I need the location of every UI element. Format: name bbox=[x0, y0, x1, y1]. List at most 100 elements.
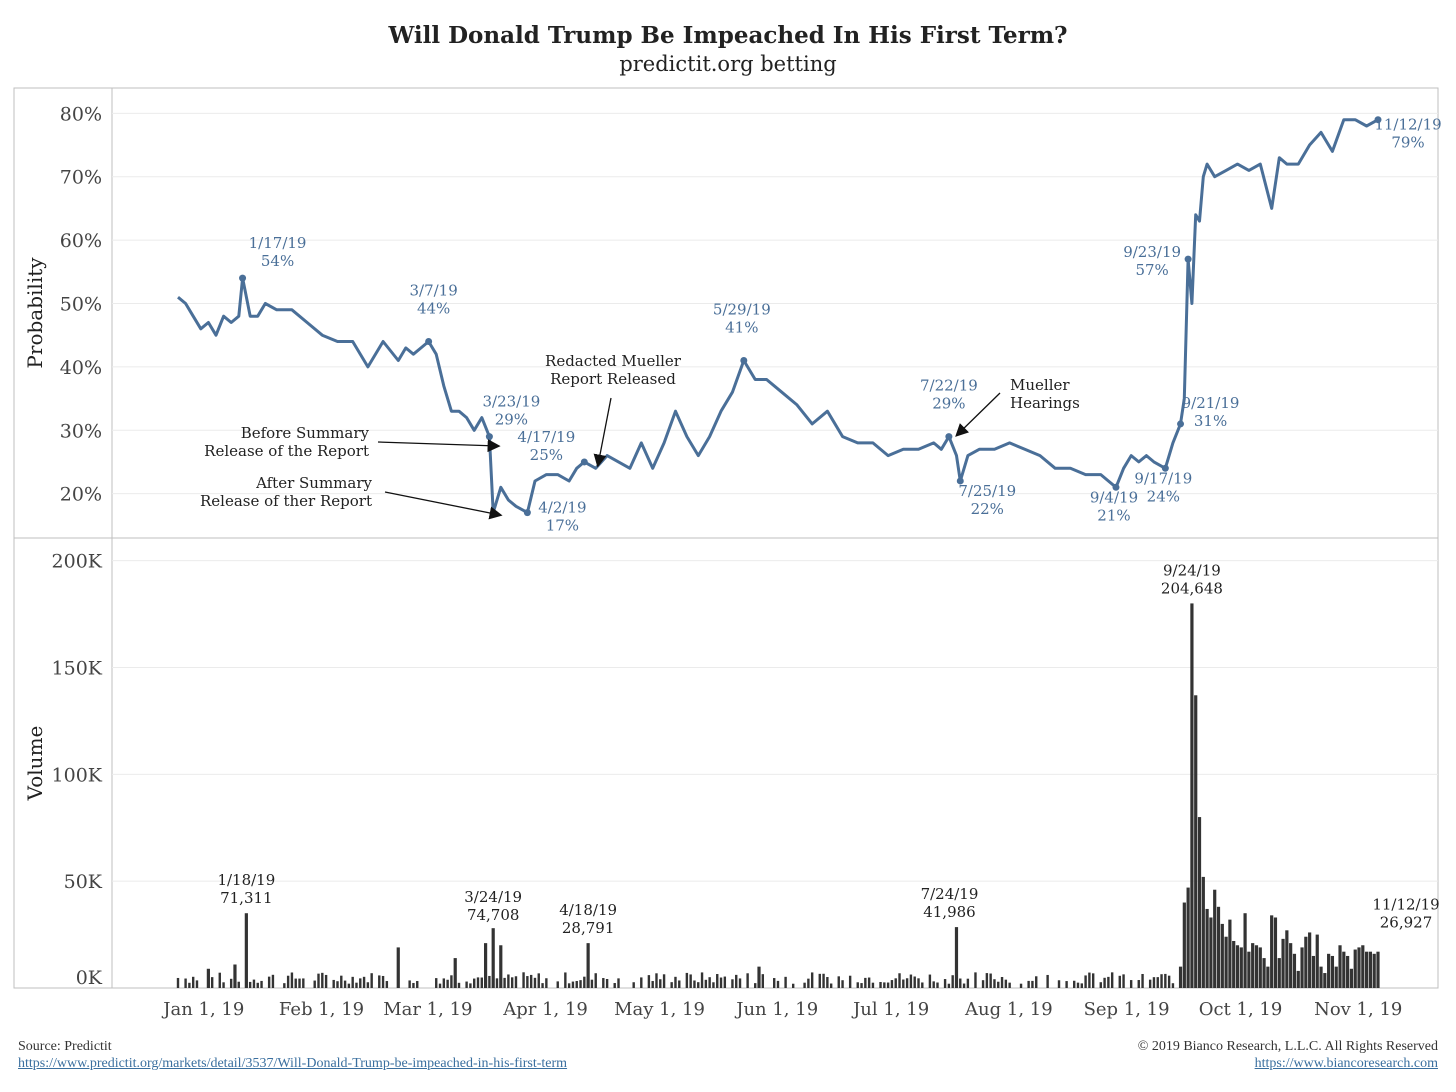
volume-bar-minor bbox=[237, 981, 240, 988]
volume-bar-minor bbox=[704, 979, 708, 988]
prob-y-tick-label: 50% bbox=[60, 293, 102, 315]
volume-bar-minor bbox=[457, 982, 461, 988]
volume-bar bbox=[1281, 938, 1285, 988]
volume-bar-minor bbox=[564, 972, 567, 988]
callout-arrow bbox=[593, 397, 612, 468]
x-tick-label: Jan 1, 19 bbox=[161, 999, 244, 1020]
volume-bar-minor bbox=[321, 972, 324, 988]
volume-bar-minor bbox=[966, 978, 970, 988]
volume-bar bbox=[1311, 955, 1316, 988]
volume-bar-minor bbox=[602, 978, 605, 988]
volume-bar-minor bbox=[879, 981, 882, 988]
vol-annotation-date: 1/18/19 bbox=[217, 871, 275, 889]
volume-bar-minor bbox=[856, 982, 859, 988]
volume-bar-minor bbox=[898, 973, 901, 988]
volume-bar-minor bbox=[1167, 975, 1171, 988]
volume-bar-minor bbox=[1160, 974, 1163, 988]
prob-annotation-value: 22% bbox=[971, 500, 1004, 518]
volume-bar-minor bbox=[617, 978, 620, 988]
volume-bar-minor bbox=[1129, 980, 1133, 988]
volume-bar-minor bbox=[871, 982, 875, 988]
volume-bar-minor bbox=[841, 980, 844, 988]
volume-bar-minor bbox=[678, 980, 681, 988]
volume-bar-minor bbox=[1031, 980, 1034, 988]
volume-bar-minor bbox=[1118, 975, 1121, 988]
volume-bar bbox=[1342, 951, 1346, 988]
prob-annotation-dot bbox=[1177, 420, 1185, 428]
volume-bar bbox=[1273, 917, 1278, 988]
volume-bar-minor bbox=[848, 975, 852, 988]
volume-bar-minor bbox=[1065, 981, 1068, 988]
volume-bar bbox=[1232, 940, 1236, 988]
volume-bar-minor bbox=[909, 974, 913, 988]
volume-bar-minor bbox=[229, 978, 233, 988]
volume-bar-minor bbox=[735, 974, 738, 988]
volume-bar-minor bbox=[340, 975, 343, 988]
volume-bar bbox=[1239, 947, 1243, 988]
prob-annotation-date: 9/17/19 bbox=[1134, 469, 1192, 487]
volume-bar-minor bbox=[1164, 973, 1167, 988]
volume-bar bbox=[1220, 923, 1224, 988]
volume-bar bbox=[1315, 934, 1319, 988]
volume-bar-minor bbox=[522, 972, 525, 988]
volume-bar bbox=[1368, 951, 1373, 988]
volume-bar-minor bbox=[347, 983, 351, 988]
volume-bar bbox=[1353, 949, 1357, 988]
volume-bar bbox=[1235, 945, 1240, 988]
volume-bar-minor bbox=[526, 976, 529, 988]
volume-bar-minor bbox=[290, 972, 294, 988]
volume-bar-minor bbox=[1137, 980, 1140, 988]
prob-annotation-dot bbox=[580, 458, 588, 466]
source-label: Source: Predictit bbox=[18, 1039, 112, 1054]
volume-bar-minor bbox=[480, 977, 483, 988]
volume-bar-minor bbox=[579, 980, 582, 988]
callout-arrow bbox=[384, 491, 503, 520]
volume-bar bbox=[1319, 966, 1323, 988]
volume-bar-minor bbox=[902, 979, 905, 988]
volume-bar-minor bbox=[803, 982, 806, 988]
volume-bar-minor bbox=[381, 975, 385, 988]
callout-text: Hearings bbox=[1010, 394, 1080, 412]
volume-bar-minor bbox=[260, 980, 263, 988]
vol-annotation-value: 28,791 bbox=[562, 919, 615, 937]
volume-bar bbox=[1213, 889, 1217, 988]
prob-annotation-date: 9/4/19 bbox=[1090, 488, 1138, 506]
source-link[interactable]: https://www.predictit.org/markets/detail… bbox=[18, 1056, 568, 1071]
volume-bar-minor bbox=[556, 981, 559, 988]
volume-bar-minor bbox=[286, 975, 290, 988]
website-link[interactable]: https://www.biancoresearch.com bbox=[1254, 1056, 1438, 1071]
volume-bar-minor bbox=[640, 977, 643, 988]
volume-bar-minor bbox=[1008, 982, 1011, 988]
vol-y-tick-label: 0K bbox=[76, 967, 103, 989]
volume-bar-minor bbox=[784, 976, 787, 988]
volume-bar-minor bbox=[1080, 983, 1083, 988]
volume-bar-minor bbox=[514, 976, 518, 988]
volume-bar-minor bbox=[731, 979, 734, 988]
volume-bar-minor bbox=[256, 982, 259, 988]
volume-bar bbox=[1216, 906, 1221, 988]
prob-annotation-date: 9/21/19 bbox=[1182, 394, 1240, 412]
probability-line bbox=[177, 118, 1379, 515]
volume-bar-minor bbox=[860, 983, 863, 988]
volume-bar-minor bbox=[324, 974, 328, 988]
volume-bar-minor bbox=[450, 975, 453, 988]
volume-bar bbox=[1327, 953, 1331, 988]
volume-bar-minor bbox=[997, 981, 1000, 988]
volume-bar-minor bbox=[545, 978, 548, 988]
prob-y-tick-label: 20% bbox=[60, 484, 102, 506]
volume-bar-minor bbox=[822, 973, 825, 988]
prob-annotation-date: 3/23/19 bbox=[482, 393, 540, 411]
volume-bar-minor bbox=[674, 976, 677, 988]
volume-bar-minor bbox=[1091, 973, 1095, 988]
vol-annotation-date: 9/24/19 bbox=[1163, 561, 1221, 579]
callout-arrow bbox=[955, 392, 1001, 437]
x-tick-label: Oct 1, 19 bbox=[1199, 999, 1283, 1020]
volume-bar-minor bbox=[837, 976, 840, 988]
